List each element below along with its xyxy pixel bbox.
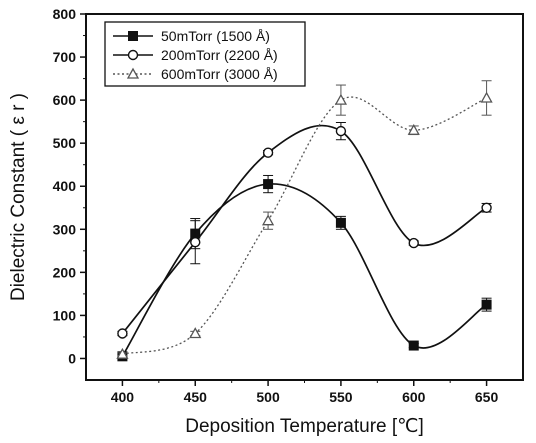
circle-marker <box>408 237 419 249</box>
legend-label: 600mTorr (3000 Å) <box>161 66 278 82</box>
square-marker <box>408 340 419 351</box>
x-tick-label: 500 <box>256 389 280 405</box>
triangle-marker <box>189 327 202 339</box>
series-3 <box>116 80 493 359</box>
series-2 <box>117 122 492 339</box>
x-axis-label: Deposition Temperature [℃] <box>185 416 424 437</box>
y-tick-label: 0 <box>68 350 76 366</box>
y-tick-label: 800 <box>53 6 77 22</box>
y-tick-label: 100 <box>53 307 77 323</box>
legend-entry: 50mTorr (1500 Å) <box>113 28 270 44</box>
y-axis-label: Dielectric Constant ( ε r ) <box>8 93 29 301</box>
square-marker <box>481 299 492 310</box>
circle-marker <box>262 147 274 158</box>
legend: 50mTorr (1500 Å) 200mTorr (2200 Å) 600mTor… <box>104 21 306 87</box>
series-line <box>121 183 488 357</box>
x-tick-label: 400 <box>111 389 135 405</box>
x-tick-label: 550 <box>329 389 353 405</box>
series-line <box>122 96 487 355</box>
y-tick-label: 200 <box>53 264 77 280</box>
x-tick-label: 650 <box>475 389 499 405</box>
y-tick-label: 500 <box>53 135 77 151</box>
series-line <box>121 124 488 335</box>
square-marker <box>128 31 138 41</box>
circle-marker <box>481 202 492 213</box>
x-tick-label: 450 <box>184 389 208 405</box>
triangle-marker <box>407 123 420 135</box>
legend-entry: 200mTorr (2200 Å) <box>113 47 278 63</box>
triangle-marker <box>480 91 493 103</box>
legend-entry: 600mTorr (3000 Å) <box>113 66 278 82</box>
plot-area: 400 450 500 550 600 650 0 100 200 300 400 500 600 700… <box>53 6 524 405</box>
square-marker <box>263 179 274 190</box>
circle-marker <box>335 125 347 137</box>
x-tick-label: 600 <box>402 389 426 405</box>
legend-box <box>104 21 306 87</box>
circle-marker <box>127 49 139 61</box>
y-tick-label: 700 <box>53 49 77 65</box>
triangle-marker <box>126 67 140 79</box>
y-tick-label: 300 <box>53 221 77 237</box>
legend-label: 50mTorr (1500 Å) <box>161 28 270 44</box>
circle-marker <box>190 237 201 248</box>
y-tick-label: 600 <box>53 92 77 108</box>
legend-label: 200mTorr (2200 Å) <box>161 47 278 63</box>
triangle-marker <box>261 214 275 226</box>
y-tick-label: 400 <box>53 178 77 194</box>
triangle-marker <box>116 347 129 359</box>
square-marker <box>335 217 346 228</box>
circle-marker <box>117 328 128 339</box>
triangle-marker <box>334 93 348 105</box>
